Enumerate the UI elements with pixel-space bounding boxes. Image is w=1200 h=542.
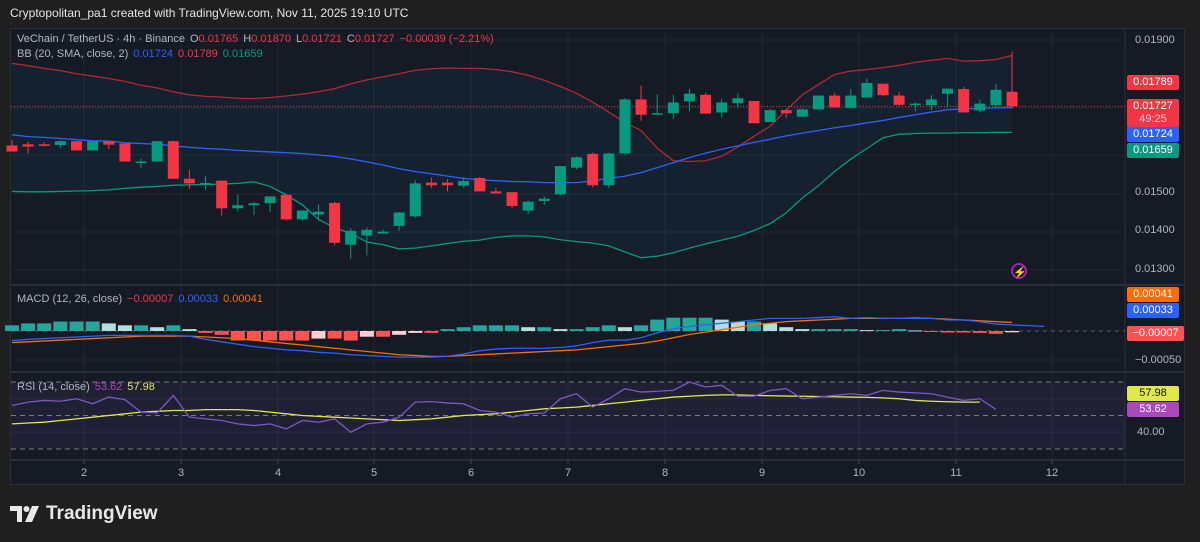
time-tick: 12	[1045, 467, 1059, 479]
chart-caption: Cryptopolitan_pa1 created with TradingVi…	[10, 6, 409, 20]
low-value: 0.01721	[302, 33, 342, 45]
high-label: H	[243, 33, 252, 45]
last-price: 0.01727	[1133, 100, 1173, 112]
candle-countdown: 49:25	[1139, 113, 1167, 125]
time-tick: 8	[661, 467, 669, 479]
time-tick: 5	[370, 467, 378, 479]
macd-label: −0.00050	[1135, 354, 1182, 366]
macd-signal-value: 0.00041	[223, 293, 263, 305]
rsi-badge: 53.62	[1127, 402, 1179, 417]
open-label: O	[189, 33, 199, 45]
rsi-ma-badge: 57.98	[1127, 386, 1179, 401]
macd-line-badge: 0.00033	[1127, 303, 1179, 318]
bb-lower-value: 0.01659	[222, 48, 263, 60]
rsi-value: 53.62	[94, 381, 123, 393]
macd-hist-value: −0.00007	[127, 293, 174, 305]
macd-title: MACD (12, 26, close)	[17, 293, 123, 305]
macd-legend[interactable]: MACD (12, 26, close) −0.00007 0.00033 0.000…	[17, 293, 268, 305]
close-value: 0.01727	[354, 33, 395, 45]
bb-legend[interactable]: BB (20, SMA, close, 2) 0.01724 0.01789 0.01…	[17, 48, 268, 60]
open-value: 0.01765	[198, 33, 239, 45]
bb-lower-badge: 0.01659	[1127, 143, 1179, 158]
time-tick: 4	[274, 467, 282, 479]
rsi-title: RSI (14, close)	[17, 381, 90, 393]
close-label: C	[346, 33, 355, 45]
change-value: −0.00039 (−2.21%)	[399, 33, 494, 45]
time-tick: 11	[950, 467, 962, 479]
time-tick: 3	[177, 467, 185, 479]
bb-upper-value: 0.01789	[178, 48, 218, 60]
tradingview-logo[interactable]: TradingView	[10, 503, 158, 525]
rsi-legend[interactable]: RSI (14, close) 53.62 57.98	[17, 381, 160, 393]
rsi-ma-value: 57.98	[127, 381, 155, 393]
rsi-label: 40.00	[1137, 426, 1165, 438]
bb-upper-badge: 0.01789	[1127, 75, 1179, 90]
last-price-badge: 0.01727 49:25	[1127, 99, 1179, 128]
high-value: 0.01870	[251, 33, 291, 45]
time-tick: 10	[852, 467, 866, 479]
macd-hist-badge: −0.00007	[1127, 326, 1184, 341]
time-tick: 9	[758, 467, 766, 479]
bb-basis-badge: 0.01724	[1127, 127, 1179, 142]
chart-panel[interactable]	[10, 28, 1185, 485]
macd-line-value: 0.00033	[178, 293, 219, 305]
time-tick: 6	[467, 467, 475, 479]
tradingview-mark-icon	[10, 505, 39, 522]
time-tick: 7	[564, 467, 572, 479]
price-label-3: 0.01300	[1135, 263, 1175, 275]
price-label-2: 0.01400	[1135, 224, 1175, 236]
time-tick: 2	[80, 467, 88, 479]
macd-signal-badge: 0.00041	[1127, 287, 1179, 302]
lightning-icon[interactable]: ⚡	[1011, 263, 1027, 279]
symbol-legend: VeChain / TetherUS · 4h · Binance O0.0176…	[17, 33, 499, 45]
price-label-0: 0.01900	[1135, 34, 1175, 46]
symbol-title: VeChain / TetherUS · 4h · Binance	[17, 33, 185, 45]
brand-name: TradingView	[46, 503, 158, 524]
bb-basis-value: 0.01724	[133, 48, 174, 60]
low-label: L	[296, 33, 303, 45]
bb-title: BB (20, SMA, close, 2)	[17, 48, 129, 60]
price-label-1: 0.01500	[1135, 186, 1175, 198]
